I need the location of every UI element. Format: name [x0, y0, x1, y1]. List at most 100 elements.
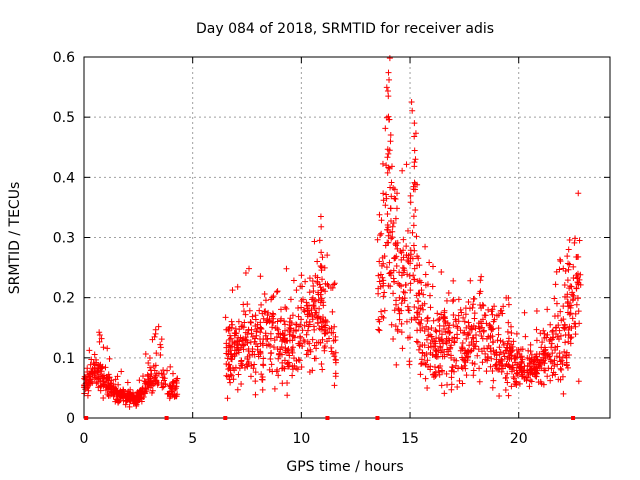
data-point — [387, 229, 394, 236]
data-point — [240, 301, 247, 308]
data-point — [420, 291, 427, 298]
data-point — [258, 376, 265, 383]
data-point — [168, 385, 175, 392]
data-point — [425, 326, 432, 333]
data-point — [84, 368, 91, 375]
data-point — [517, 354, 524, 361]
data-point — [441, 307, 448, 314]
data-point — [471, 295, 478, 302]
data-point — [423, 351, 430, 358]
data-point — [227, 379, 234, 386]
data-point — [562, 268, 569, 275]
data-point — [235, 349, 242, 356]
data-point — [547, 321, 554, 328]
data-point — [247, 373, 254, 380]
data-point — [438, 367, 445, 374]
data-point — [441, 390, 448, 397]
data-point — [491, 316, 498, 323]
data-point — [459, 380, 466, 387]
data-point — [258, 371, 265, 378]
data-point — [285, 346, 292, 353]
data-point — [170, 370, 177, 377]
data-point — [166, 395, 173, 402]
data-point — [152, 362, 159, 369]
data-point — [393, 262, 400, 269]
data-point — [314, 289, 321, 296]
data-point — [228, 318, 235, 325]
data-point — [496, 351, 503, 358]
data-point — [91, 375, 98, 382]
data-point — [411, 179, 418, 186]
data-point — [410, 242, 417, 249]
data-point — [489, 384, 496, 391]
data-point — [322, 288, 329, 295]
data-point — [239, 323, 246, 330]
data-point — [382, 242, 389, 249]
data-point — [572, 331, 579, 338]
data-point — [508, 355, 515, 362]
data-point — [153, 350, 160, 357]
data-point — [470, 335, 477, 342]
data-point — [295, 304, 302, 311]
data-point — [331, 280, 338, 287]
data-point — [466, 305, 473, 312]
data-point — [530, 359, 537, 366]
data-point — [134, 396, 141, 403]
data-point — [502, 387, 509, 394]
data-point — [384, 221, 391, 228]
data-point — [459, 339, 466, 346]
data-point — [314, 258, 321, 265]
data-point — [298, 363, 305, 370]
data-point — [464, 331, 471, 338]
data-point — [299, 343, 306, 350]
data-point — [296, 340, 303, 347]
data-point — [557, 258, 564, 265]
data-point — [161, 375, 168, 382]
data-point — [450, 312, 457, 319]
data-point — [430, 317, 437, 324]
rug-markers — [84, 416, 576, 420]
data-point — [108, 391, 115, 398]
data-point — [561, 282, 568, 289]
data-point — [454, 331, 461, 338]
data-point — [557, 365, 564, 372]
data-point — [451, 368, 458, 375]
data-point — [474, 352, 481, 359]
data-point — [124, 379, 131, 386]
data-point — [444, 320, 451, 327]
data-point — [298, 304, 305, 311]
data-point — [399, 167, 406, 174]
data-point — [106, 355, 113, 362]
data-point — [450, 296, 457, 303]
data-point — [115, 381, 122, 388]
data-point — [484, 353, 491, 360]
data-point — [378, 217, 385, 224]
data-point — [407, 247, 414, 254]
data-point — [428, 325, 435, 332]
data-point — [257, 319, 264, 326]
data-point — [562, 339, 569, 346]
data-point — [222, 314, 229, 321]
data-point — [396, 316, 403, 323]
data-point — [246, 307, 253, 314]
data-point — [566, 236, 573, 243]
data-point — [108, 381, 115, 388]
data-point — [422, 361, 429, 368]
data-point — [252, 369, 259, 376]
data-point — [158, 336, 165, 343]
data-point — [296, 357, 303, 364]
data-point — [461, 362, 468, 369]
data-point — [501, 353, 508, 360]
data-point — [424, 384, 431, 391]
data-point — [403, 318, 410, 325]
data-point — [398, 283, 405, 290]
data-point — [297, 283, 304, 290]
data-point — [527, 348, 534, 355]
data-point — [463, 372, 470, 379]
data-point — [502, 347, 509, 354]
data-point — [238, 357, 245, 364]
data-point — [396, 281, 403, 288]
data-point — [252, 323, 259, 330]
data-point — [318, 323, 325, 330]
data-point — [287, 296, 294, 303]
